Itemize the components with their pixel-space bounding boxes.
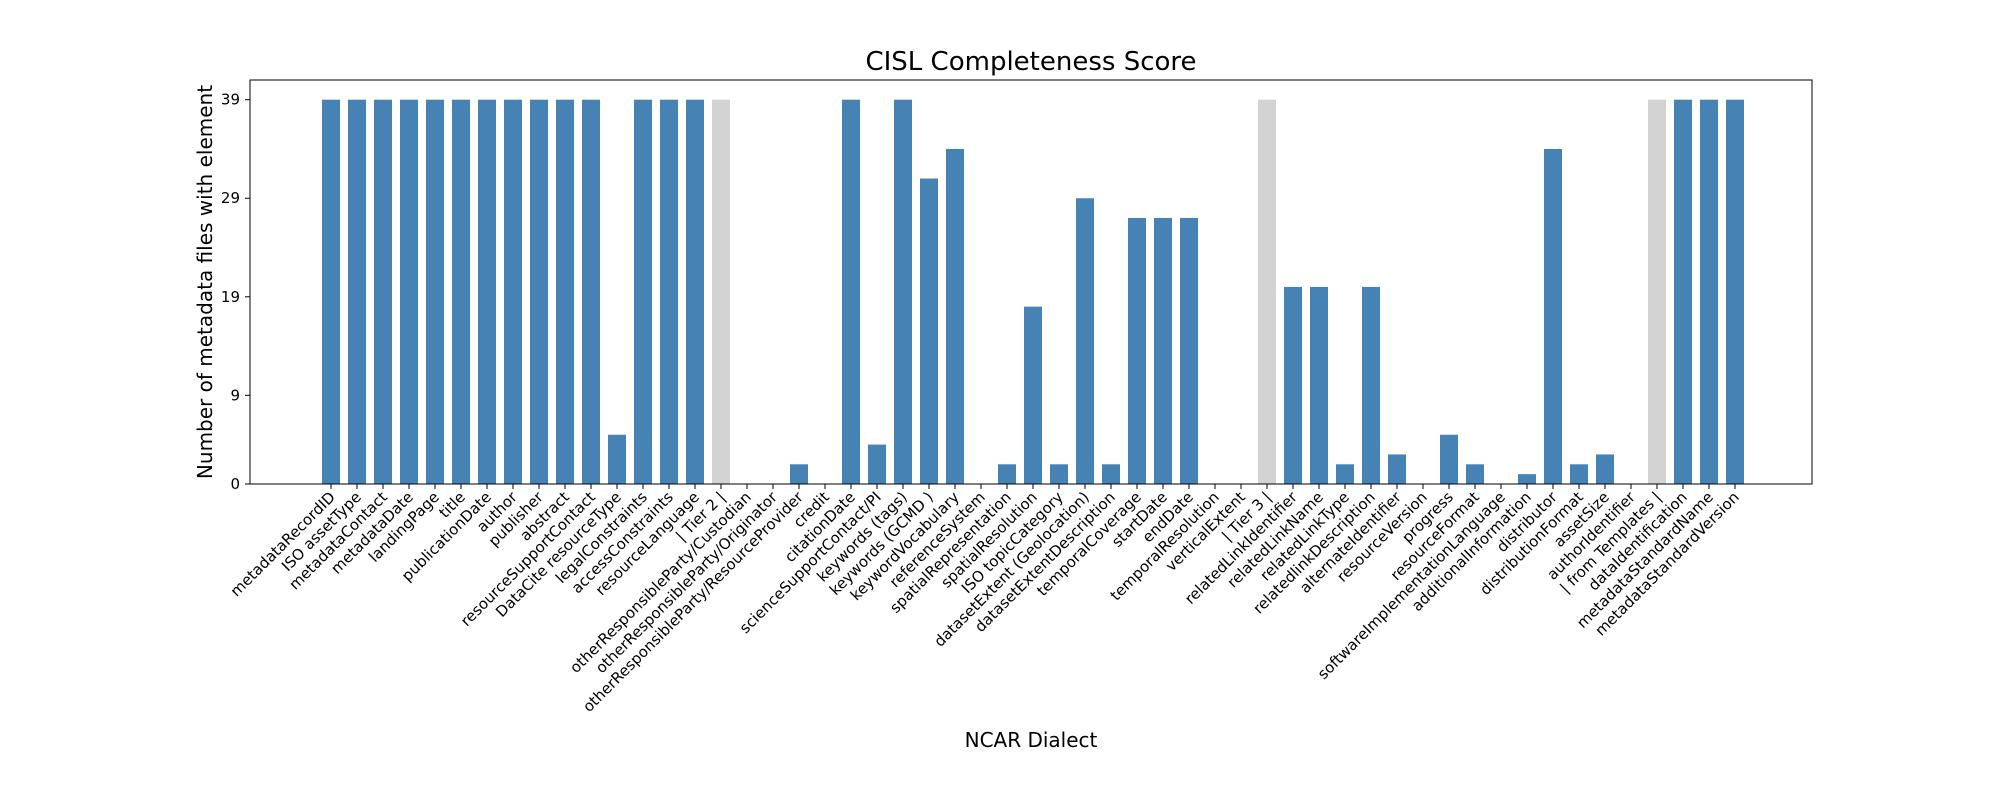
bar: [868, 444, 886, 484]
bar: [348, 99, 366, 485]
x-axis-label: NCAR Dialect: [965, 728, 1098, 752]
bar: [920, 178, 938, 484]
bar: [1102, 464, 1120, 484]
chart-title: CISL Completeness Score: [865, 47, 1196, 77]
bar: [322, 99, 340, 485]
bar: [1050, 464, 1068, 484]
bar: [1570, 464, 1588, 484]
bar: [1180, 217, 1198, 484]
bar: [790, 464, 808, 484]
bar: [556, 99, 574, 485]
bar: [1544, 148, 1562, 484]
bar: [452, 99, 470, 485]
y-axis: 0 9 19 29 39: [221, 91, 250, 493]
bar: [530, 99, 548, 485]
bar: [1700, 99, 1718, 485]
bar: [686, 99, 704, 485]
bar: [1596, 454, 1614, 484]
y-axis-label: Number of metadata files with element: [193, 85, 217, 479]
bars-group: [322, 99, 1744, 485]
bar: [712, 99, 730, 485]
bar: [1076, 198, 1094, 484]
bar: [1154, 217, 1172, 484]
bar: [1466, 464, 1484, 484]
bar: [1648, 99, 1666, 485]
bar: [946, 148, 964, 484]
bar: [478, 99, 496, 485]
bar: [1518, 474, 1536, 484]
bar: [374, 99, 392, 485]
bar: [426, 99, 444, 485]
bar: [634, 99, 652, 485]
bar: [504, 99, 522, 485]
bar: [1024, 306, 1042, 484]
bar: [842, 99, 860, 485]
bar: [608, 434, 626, 484]
bar: [1284, 286, 1302, 484]
y-tick-label: 29: [221, 189, 240, 207]
bar: [660, 99, 678, 485]
bar: [894, 99, 912, 485]
bar: [1128, 217, 1146, 484]
bar: [582, 99, 600, 485]
y-tick-label: 19: [221, 288, 240, 306]
plot-frame: [249, 79, 1813, 485]
y-tick-label: 0: [230, 475, 240, 493]
bar: [1440, 434, 1458, 484]
bar: [1310, 286, 1328, 484]
y-tick-label: 39: [221, 91, 240, 109]
bar: [1388, 454, 1406, 484]
bar: [1336, 464, 1354, 484]
bar: [1362, 286, 1380, 484]
bar: [1258, 99, 1276, 485]
bar: [1674, 99, 1692, 485]
bar: [400, 99, 418, 485]
y-tick-label: 9: [230, 386, 240, 404]
bar: [1726, 99, 1744, 485]
bar: [998, 464, 1016, 484]
